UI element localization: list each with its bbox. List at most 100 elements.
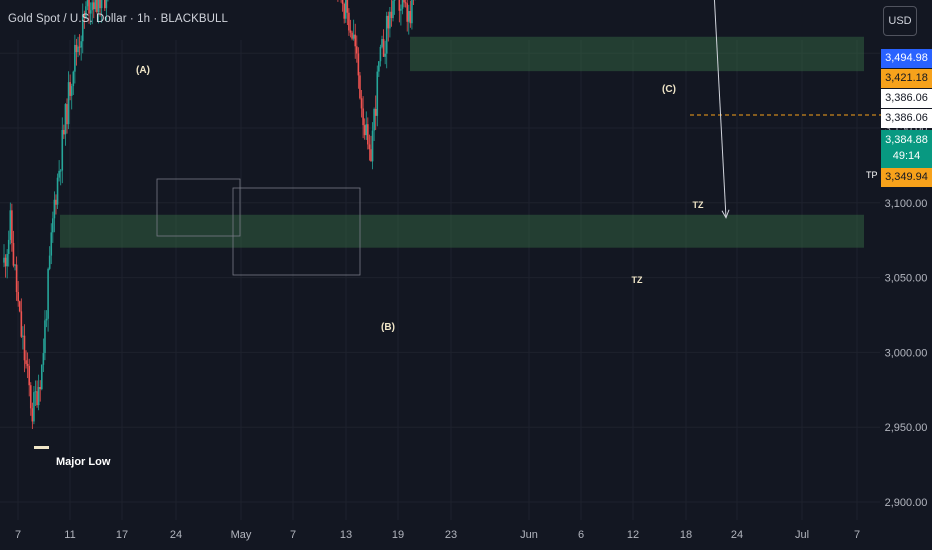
wave-c-label: (C) bbox=[662, 84, 676, 95]
overlay-layer bbox=[156, 0, 730, 276]
candle-body bbox=[11, 210, 13, 243]
x-tick-label: 6 bbox=[578, 529, 584, 541]
candle-body bbox=[9, 210, 12, 240]
price-tag-white-2: 3,386.06 bbox=[881, 109, 932, 128]
candle-body bbox=[362, 108, 364, 126]
candle-body bbox=[23, 335, 26, 361]
candle-body bbox=[52, 218, 54, 233]
x-tick-label: 13 bbox=[340, 529, 352, 541]
candle-body bbox=[351, 32, 353, 39]
chart-title: Gold Spot / U.S. Dollar · 1h · BLACKBULL bbox=[8, 13, 229, 25]
candle-body bbox=[41, 364, 43, 390]
candle-body bbox=[67, 82, 70, 125]
x-tick-label: Jun bbox=[520, 529, 538, 541]
candle-body bbox=[411, 0, 413, 24]
candle-body bbox=[14, 264, 16, 266]
candle-body bbox=[33, 392, 35, 422]
major-low-label: Major Low bbox=[56, 456, 111, 468]
candle-body bbox=[7, 239, 10, 254]
candle-body bbox=[382, 39, 385, 57]
x-tick-label: 23 bbox=[445, 529, 457, 541]
candle-body bbox=[81, 13, 84, 42]
x-tick-label: 18 bbox=[680, 529, 692, 541]
candle-body bbox=[406, 3, 408, 22]
candle-body bbox=[379, 46, 382, 62]
candle-body bbox=[344, 0, 347, 19]
candle-body bbox=[37, 387, 40, 406]
candle-body bbox=[92, 2, 95, 10]
candle-body bbox=[44, 320, 46, 354]
candle-body bbox=[66, 104, 68, 125]
candle-body bbox=[348, 12, 350, 31]
candle-body bbox=[53, 199, 56, 219]
x-tick-label: May bbox=[231, 529, 252, 541]
candle-body bbox=[359, 75, 361, 99]
x-tick-label: 7 bbox=[15, 529, 21, 541]
x-tick-label: 17 bbox=[116, 529, 128, 541]
currency-button[interactable]: USD bbox=[883, 6, 917, 36]
candle-body bbox=[18, 301, 21, 312]
candle-body bbox=[341, 0, 344, 4]
candle-body bbox=[17, 292, 19, 302]
candle-body bbox=[48, 255, 51, 269]
candle-body bbox=[83, 13, 86, 18]
candle-body bbox=[6, 253, 8, 267]
candle-body bbox=[349, 30, 352, 33]
candle-body bbox=[343, 3, 345, 19]
candle-body bbox=[94, 0, 97, 10]
candle-body bbox=[389, 11, 391, 29]
candle-body bbox=[77, 46, 79, 53]
candle-body bbox=[390, 11, 393, 19]
candle-body bbox=[409, 11, 412, 24]
candle-body bbox=[25, 360, 27, 364]
candle-body bbox=[39, 387, 42, 390]
candle-body bbox=[104, 0, 106, 9]
candle-body bbox=[370, 149, 372, 162]
candle-body bbox=[100, 0, 103, 9]
candle-body bbox=[86, 0, 89, 7]
candle-body bbox=[36, 391, 38, 406]
candle-body bbox=[78, 46, 81, 48]
arrow-head bbox=[721, 209, 730, 219]
x-tick-label: 19 bbox=[392, 529, 404, 541]
candle-body bbox=[58, 170, 60, 178]
candle-body bbox=[393, 0, 396, 1]
candle-body bbox=[352, 34, 355, 39]
level-lines bbox=[690, 114, 881, 116]
wave-b-label: (B) bbox=[381, 322, 395, 333]
candle-body bbox=[47, 268, 49, 319]
candle-body bbox=[392, 0, 394, 19]
price-tag-orange-top: 3,421.18 bbox=[881, 69, 932, 88]
candle-body bbox=[96, 0, 98, 13]
candle-body bbox=[368, 144, 371, 150]
candle-body bbox=[72, 71, 75, 87]
candle-body bbox=[26, 363, 29, 366]
range-box bbox=[232, 187, 361, 276]
zones-layer bbox=[60, 36, 864, 248]
major-low-marker bbox=[34, 446, 49, 449]
candle-body bbox=[105, 0, 108, 9]
y-tick-label: 2,900.00 bbox=[885, 497, 928, 509]
candle-body bbox=[55, 199, 57, 205]
candle-body bbox=[360, 98, 363, 109]
tz-label-2: TZ bbox=[632, 275, 643, 285]
last-price: 3,384.88 bbox=[885, 134, 928, 146]
candle-body bbox=[4, 257, 7, 267]
price-tag-white-1: 3,386.06 bbox=[881, 89, 932, 108]
candle-body bbox=[378, 61, 380, 72]
candle-body bbox=[356, 46, 358, 54]
candle-body bbox=[28, 365, 30, 386]
y-tick-label: 3,100.00 bbox=[885, 198, 928, 210]
time-axis[interactable]: 7 11 17 24 May 7 13 19 23 Jun 6 12 18 24 Jul 7 bbox=[15, 529, 860, 541]
x-tick-label: 11 bbox=[64, 529, 75, 541]
bar-countdown: 49:14 bbox=[892, 150, 921, 162]
tz-label-1: TZ bbox=[693, 200, 704, 210]
candle-body bbox=[64, 104, 67, 135]
candle-body bbox=[373, 109, 375, 131]
x-tick-label: 7 bbox=[290, 529, 296, 541]
candle-body bbox=[401, 0, 404, 9]
candle-body bbox=[3, 257, 5, 263]
range-box bbox=[156, 178, 241, 237]
candle-body bbox=[45, 318, 48, 321]
